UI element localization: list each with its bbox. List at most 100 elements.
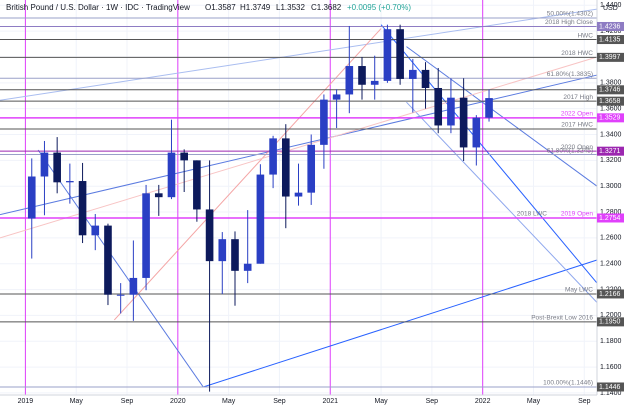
level-label: 2017 HWC xyxy=(561,122,593,129)
price-badge xyxy=(597,21,624,31)
price-badge xyxy=(597,85,624,95)
level-label: 61.80%(1.3835) xyxy=(547,71,593,78)
trendline xyxy=(0,8,598,101)
plot-area: 50.00%(1.4302)2018 High Close HWC 2018 HWC… xyxy=(0,0,598,395)
price-badge-label: 1.3271 xyxy=(599,148,621,155)
candle-body xyxy=(472,117,481,148)
candle-body xyxy=(269,138,277,175)
y-tick-label: 1.4400 xyxy=(600,2,622,9)
y-tick-label: 1.1600 xyxy=(600,364,622,371)
x-tick-label: 2021 xyxy=(322,398,338,405)
price-badge xyxy=(597,146,624,156)
price-badge-label: 1.1446 xyxy=(599,384,621,391)
y-tick-label: 1.4200 xyxy=(600,28,622,35)
price-badge xyxy=(597,213,624,223)
candle-body xyxy=(434,87,443,126)
candle-body xyxy=(27,176,36,219)
candle-body xyxy=(383,29,392,81)
level-label: 2018 HWC xyxy=(561,50,593,57)
candle-body xyxy=(307,144,316,193)
y-tick-label: 1.2600 xyxy=(600,235,622,242)
price-badge xyxy=(597,382,624,392)
x-tick-label: Sep xyxy=(273,398,286,405)
candle-body xyxy=(421,69,430,88)
y-tick-label: 1.3400 xyxy=(600,131,622,138)
level-label: 2018 LWC xyxy=(517,211,548,218)
candle-body xyxy=(129,277,138,295)
level-label: 2017 High xyxy=(563,94,593,101)
x-tick-label: 2019 xyxy=(18,398,34,405)
candle-body xyxy=(53,152,61,183)
candle-body xyxy=(459,97,468,148)
candle-body xyxy=(332,94,341,100)
candle-body xyxy=(104,225,112,295)
candle-body xyxy=(180,152,188,161)
level-label: 2019 Open xyxy=(561,211,594,218)
ohlc-close: C1.3682 xyxy=(311,3,342,12)
candle-body xyxy=(142,193,150,278)
x-tick-label: 2022 xyxy=(475,398,491,405)
candle-body xyxy=(281,138,290,197)
currency: USD xyxy=(603,5,618,12)
level-label: 100.00%(1.1446) xyxy=(543,380,593,387)
change: +0.0095 (+0.70%) xyxy=(347,3,411,12)
price-badge xyxy=(597,113,624,123)
level-label: HWC xyxy=(577,32,593,39)
x-tick-label: Sep xyxy=(426,398,439,405)
level-label: 2022 Open xyxy=(561,111,594,118)
price-badge-label: 1.4236 xyxy=(599,23,621,30)
y-tick-label: 1.3600 xyxy=(600,106,622,113)
ohlc-high: H1.3749 xyxy=(240,3,271,12)
price-badge xyxy=(597,289,624,299)
candle-body xyxy=(447,97,455,126)
trendline xyxy=(406,101,598,303)
price-badge-label: 1.1950 xyxy=(599,319,621,326)
candle-body xyxy=(320,99,328,145)
price-badge-label: 1.2754 xyxy=(599,215,621,222)
y-tick-label: 1.1400 xyxy=(600,390,622,397)
candle-body xyxy=(78,181,87,236)
candle-body xyxy=(40,152,49,177)
candle-body xyxy=(66,181,74,183)
y-tick-label: 1.1800 xyxy=(600,338,622,345)
candle-body xyxy=(154,193,163,198)
y-tick-label: 1.3800 xyxy=(600,80,622,87)
candle-body xyxy=(116,294,125,296)
trendline xyxy=(37,149,204,388)
price-badge xyxy=(597,96,624,106)
candle-body xyxy=(370,80,379,85)
candle-body xyxy=(396,29,404,79)
trendline xyxy=(203,259,598,388)
y-tick-label: 1.2400 xyxy=(600,261,622,268)
candle-body xyxy=(294,192,303,197)
y-tick-label: 1.2000 xyxy=(600,312,622,319)
candle-body xyxy=(345,66,354,95)
price-badge-label: 1.3658 xyxy=(599,98,621,105)
price-badge xyxy=(597,317,624,327)
x-tick-label: May xyxy=(527,398,541,405)
candle-body xyxy=(193,160,201,210)
trendline xyxy=(380,24,598,284)
x-tick-label: May xyxy=(222,398,236,405)
trendline xyxy=(113,28,382,321)
level-label: 50.00%(1.4302) xyxy=(547,11,593,18)
candle-body xyxy=(91,225,100,236)
x-tick-label: May xyxy=(374,398,388,405)
y-tick-label: 1.2800 xyxy=(600,209,622,216)
price-badge-label: 1.3997 xyxy=(599,54,621,61)
x-tick-label: 2020 xyxy=(170,398,186,405)
y-tick-label: 1.3200 xyxy=(600,157,622,164)
candle-body xyxy=(409,69,417,79)
candle-body xyxy=(231,239,239,271)
trendline xyxy=(0,74,598,216)
y-tick-label: 1.3000 xyxy=(600,183,622,190)
candle-body xyxy=(218,239,227,262)
level-label: 2018 High Close xyxy=(545,19,593,26)
candle-body xyxy=(358,66,366,85)
candle-body xyxy=(485,98,493,118)
candle-body xyxy=(205,209,214,262)
candle-body xyxy=(167,152,176,198)
price-badge xyxy=(597,35,624,45)
